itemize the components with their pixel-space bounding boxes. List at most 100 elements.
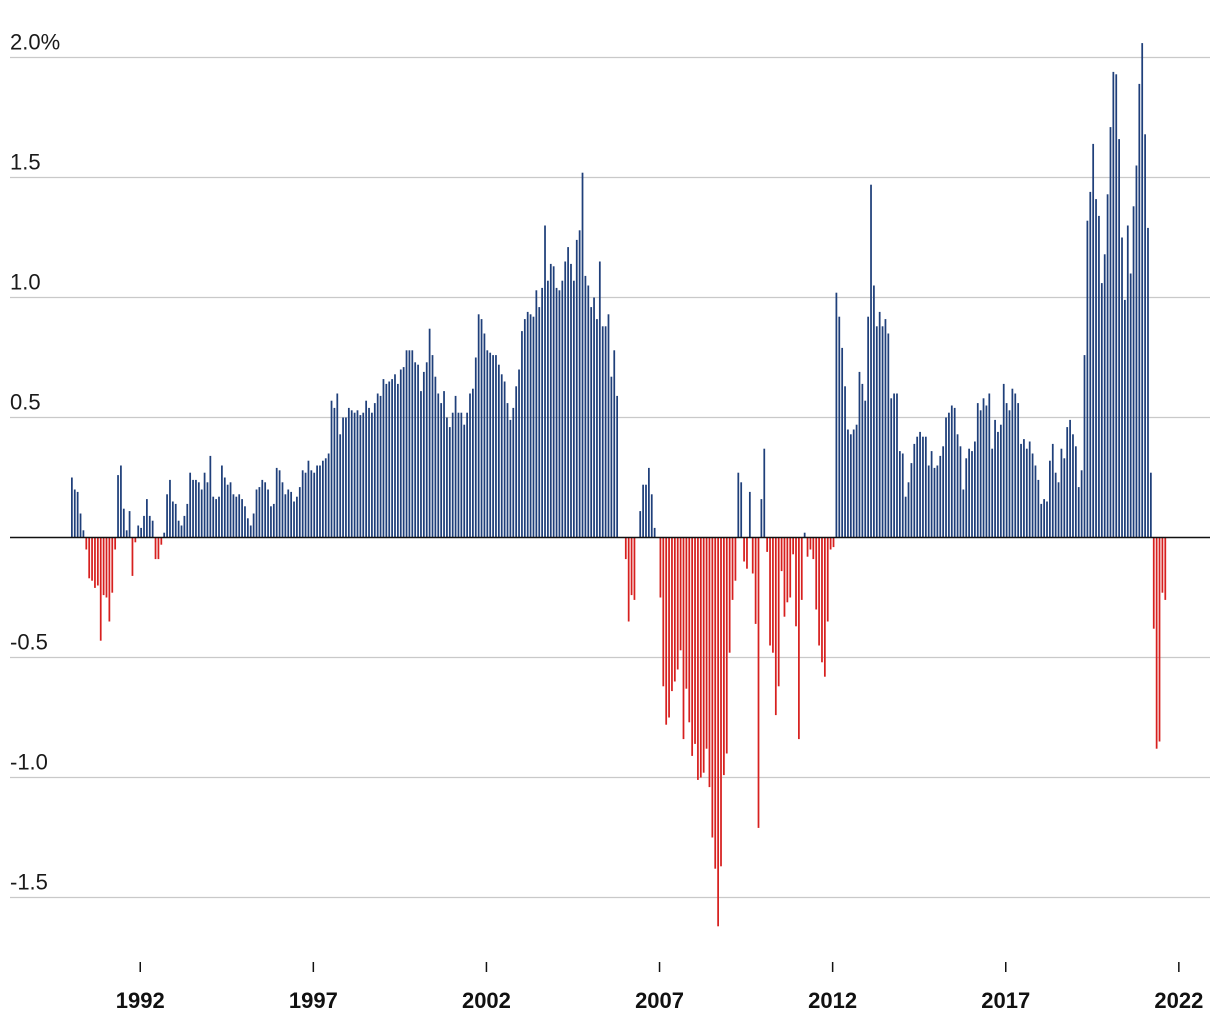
bar: [1149, 472, 1152, 538]
bar: [549, 263, 552, 538]
bar: [948, 412, 950, 538]
bar: [835, 292, 838, 538]
bar: [333, 407, 336, 538]
bar: [255, 489, 258, 538]
bar: [414, 362, 417, 538]
bar: [417, 364, 419, 538]
bar: [73, 489, 76, 538]
bar: [1011, 388, 1014, 538]
bar: [849, 434, 852, 538]
bar: [425, 362, 428, 538]
bar: [593, 297, 595, 538]
bar: [128, 511, 131, 538]
bar: [134, 537, 137, 543]
bar: [200, 489, 203, 538]
bar: [102, 537, 105, 596]
bar: [298, 487, 301, 538]
bar: [388, 381, 391, 538]
bar: [570, 263, 572, 538]
bar: [518, 369, 520, 538]
bar: [630, 537, 633, 596]
bar: [238, 494, 241, 538]
bar: [368, 407, 370, 538]
bar: [754, 537, 757, 624]
bar: [428, 328, 431, 538]
bar: [772, 537, 774, 653]
bar: [322, 460, 324, 538]
bar: [443, 391, 445, 538]
bar: [780, 537, 783, 572]
bar: [180, 525, 183, 538]
x-tick-label: 2017: [981, 988, 1030, 1013]
x-tick-label: 2007: [635, 988, 684, 1013]
bar: [976, 403, 979, 538]
bar: [953, 407, 956, 538]
bar: [431, 355, 434, 538]
bar: [567, 247, 569, 538]
bar: [994, 419, 996, 538]
bar: [838, 316, 841, 538]
bar: [832, 537, 835, 548]
bar: [867, 316, 870, 538]
bar: [1083, 355, 1086, 538]
bar: [515, 386, 518, 538]
bar: [307, 460, 310, 538]
y-axis-labels: 2.0% 1.5 1.0 0.5 -0.5 -1.0 -1.5: [10, 30, 60, 895]
bar: [544, 225, 546, 538]
bar: [261, 479, 264, 538]
bar: [422, 371, 425, 538]
bar: [691, 537, 694, 756]
bar: [244, 506, 246, 538]
bar: [714, 537, 717, 869]
bar: [1034, 465, 1037, 538]
bar: [489, 352, 492, 538]
bar: [85, 537, 88, 550]
bar: [203, 472, 206, 538]
bar: [823, 537, 826, 677]
bar: [319, 465, 321, 538]
bar: [1057, 482, 1060, 538]
bar: [310, 470, 313, 538]
x-tick-label: 2002: [462, 988, 511, 1013]
bar: [728, 537, 731, 653]
bar: [218, 496, 220, 538]
y-tick-label: -0.5: [10, 630, 48, 655]
bar: [1017, 403, 1020, 538]
bar: [495, 355, 497, 538]
bar: [82, 530, 85, 538]
bar: [855, 424, 858, 538]
bar: [304, 472, 307, 538]
bars: [71, 43, 1167, 927]
bar: [148, 515, 151, 538]
bar: [956, 434, 959, 538]
bar: [454, 395, 457, 538]
bar: [760, 499, 763, 538]
bar: [774, 537, 777, 716]
bar: [486, 350, 489, 538]
bar: [151, 520, 154, 538]
bar: [526, 311, 529, 538]
bar: [1118, 139, 1120, 538]
bar: [466, 412, 468, 538]
bar: [601, 326, 604, 538]
bar: [939, 455, 942, 538]
bar: [916, 436, 919, 538]
bar: [1092, 143, 1095, 538]
bar: [316, 465, 318, 538]
bar: [852, 429, 855, 538]
bar: [371, 412, 373, 538]
bar: [221, 465, 223, 538]
bar: [723, 537, 725, 776]
bar: [440, 403, 443, 538]
bar: [679, 537, 682, 651]
bar: [1126, 225, 1129, 538]
bar: [653, 527, 656, 538]
bar: [472, 388, 474, 538]
bar: [648, 467, 650, 538]
bar: [397, 383, 399, 538]
bar: [844, 386, 846, 538]
bar: [215, 499, 217, 538]
bar: [532, 316, 535, 538]
bar: [1043, 499, 1045, 538]
bar: [1152, 537, 1155, 629]
